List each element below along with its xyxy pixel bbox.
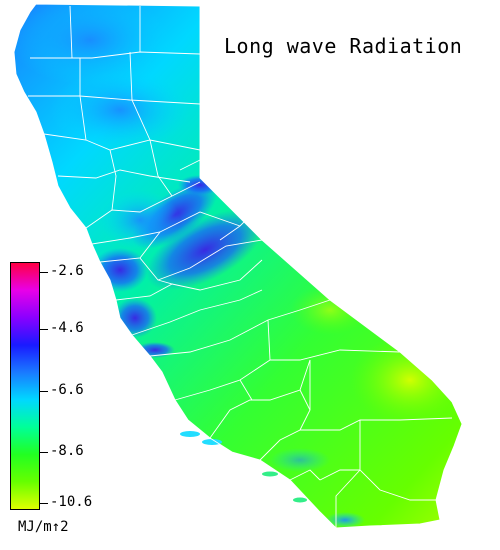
colorbar-tick [40, 452, 48, 453]
colorbar-label: -4.6 [50, 320, 84, 336]
channel-islands [180, 431, 307, 503]
colorbar-tick [40, 503, 48, 504]
colorbar [10, 262, 40, 510]
map-title: Long wave Radiation [224, 34, 463, 58]
colorbar-unit-label: MJ/m↑2 [18, 519, 69, 535]
colorbar-tick [40, 329, 48, 330]
county-boundaries [13, 3, 463, 529]
colorbar-tick [40, 272, 48, 273]
colorbar-tick [40, 391, 48, 392]
colorbar-label: -2.6 [50, 263, 84, 279]
colorbar-label: -10.6 [50, 494, 93, 510]
colorbar-label: -6.6 [50, 382, 84, 398]
colorbar-label: -8.6 [50, 443, 84, 459]
